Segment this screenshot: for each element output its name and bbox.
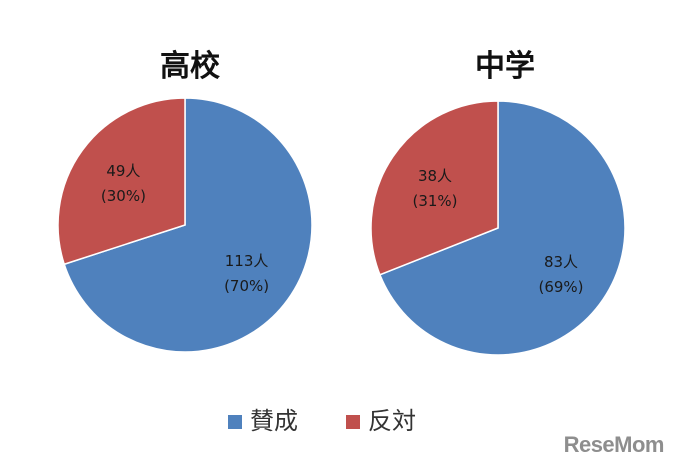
data-label-count-2-2: 38人 [418,167,452,185]
legend-swatch-2 [346,415,360,429]
chart-title-2: 中学 [475,49,535,84]
data-label-count-1-2: 49人 [106,162,140,180]
watermark-text-mom: Mom [614,432,664,457]
data-label-count-1-1: 113人 [225,252,269,270]
data-label-percent-1-1: (70%) [224,277,269,295]
pie-slice-1-1 [63,97,313,353]
resemom-watermark: Rese Mom [563,432,665,458]
data-label-percent-2-2: (31%) [412,192,457,210]
chart-title-1: 高校 [160,49,220,84]
legend-label-2: 反対 [368,407,416,435]
legend-label-1: 賛成 [250,407,298,435]
pie-slice-2-1 [378,100,626,356]
legend-swatch-1 [228,415,242,429]
pie-slice-2-2 [370,100,499,276]
watermark-text-rese: Rese [563,432,615,457]
data-label-percent-2-1: (69%) [538,278,583,296]
pie-slice-1-2 [57,97,186,266]
data-label-count-2-1: 83人 [544,253,578,271]
data-label-percent-1-2: (30%) [101,187,146,205]
